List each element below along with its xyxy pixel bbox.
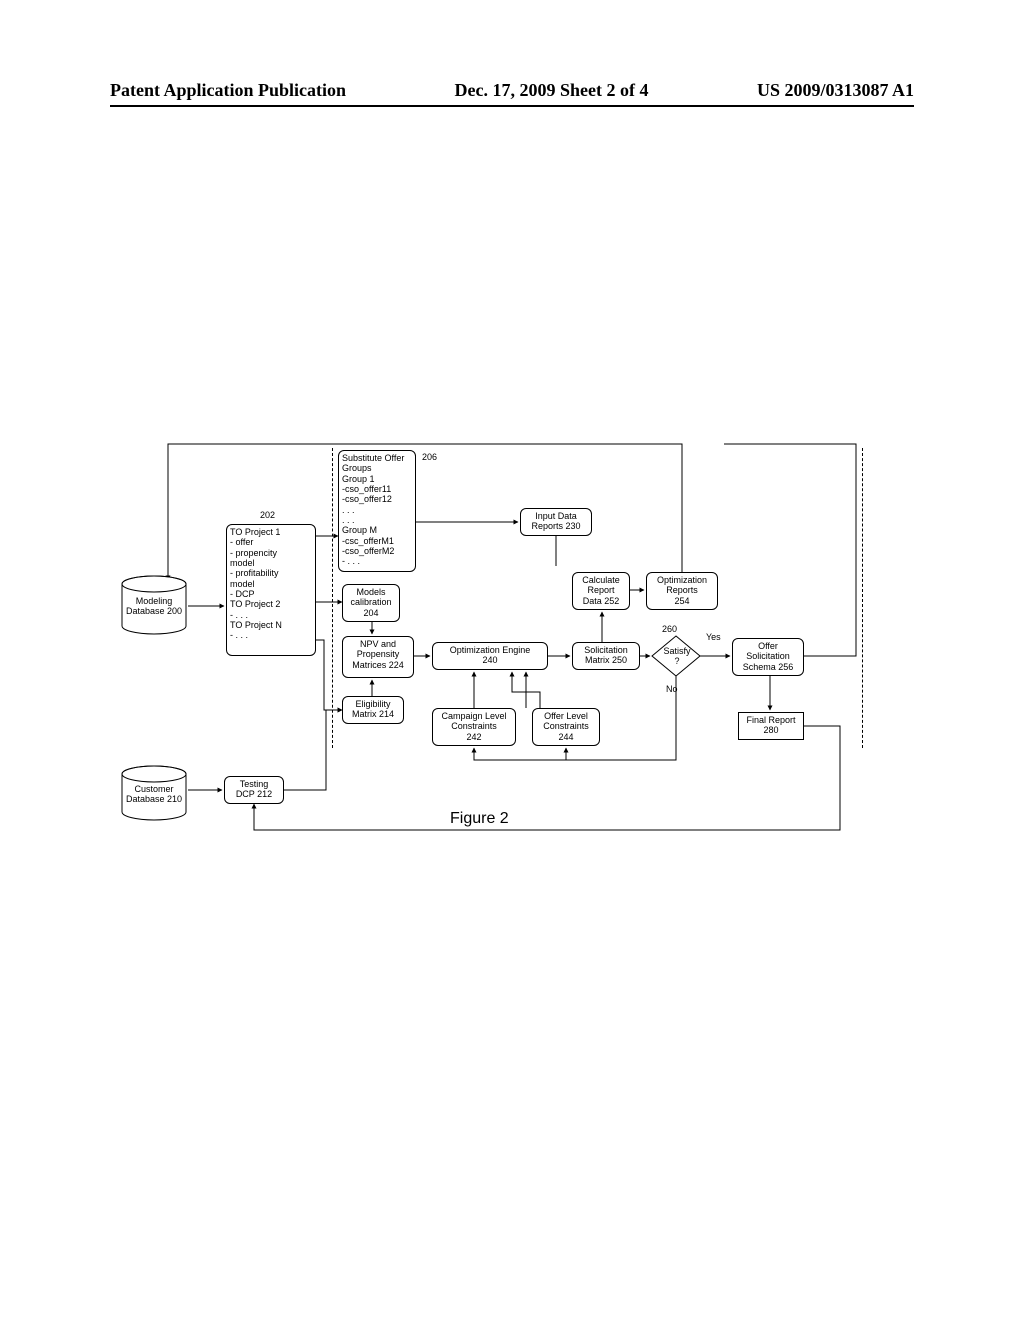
text: Offer (758, 641, 778, 651)
text: Report (587, 585, 614, 595)
text: Models (356, 587, 385, 597)
node-offer-solicitation-schema: Offer Solicitation Schema 256 (732, 638, 804, 676)
text: Optimization Engine (450, 645, 531, 655)
node-eligibility-matrix: Eligibility Matrix 214 (342, 696, 404, 724)
node-npv-propensity-matrices: NPV and Propensity Matrices 224 (342, 636, 414, 678)
node-calculate-report-data: Calculate Report Data 252 (572, 572, 630, 610)
text: Campaign Level (441, 711, 506, 721)
text: Group M (342, 525, 377, 535)
text: - propencity (230, 548, 277, 558)
ref-260: 260 (662, 624, 677, 634)
text: Solicitation (584, 645, 628, 655)
text: Reports (666, 585, 698, 595)
text: -cso_offer11 (342, 484, 391, 494)
text: Groups (342, 463, 372, 473)
text: Database 210 (126, 794, 182, 804)
text: Matrix 250 (585, 655, 627, 665)
text: TO Project 1 (230, 527, 280, 537)
node-campaign-constraints: Campaign Level Constraints 242 (432, 708, 516, 746)
page-header: Patent Application Publication Dec. 17, … (110, 80, 914, 107)
node-optimization-engine: Optimization Engine 240 (432, 642, 548, 670)
text: 240 (482, 655, 497, 665)
text: TO Project 2 (230, 599, 280, 609)
node-substitute-offer-groups: Substitute Offer Groups Group 1 -cso_off… (338, 450, 416, 572)
text: model (230, 579, 255, 589)
node-final-report: Final Report 280 (738, 712, 804, 740)
ref-202: 202 (260, 510, 275, 520)
text: -cso_offer12 (342, 494, 392, 504)
text: Eligibility (355, 699, 390, 709)
text: TO Project N (230, 620, 282, 630)
text: . . . (342, 505, 355, 515)
text: Database 200 (126, 606, 182, 616)
edge-label-no: No (666, 684, 678, 694)
text: Testing (240, 779, 269, 789)
patent-page: Patent Application Publication Dec. 17, … (0, 0, 1024, 1320)
text: - . . . (230, 610, 248, 620)
text: 242 (466, 732, 481, 742)
node-offer-constraints: Offer Level Constraints 244 (532, 708, 600, 746)
header-center: Dec. 17, 2009 Sheet 2 of 4 (455, 80, 649, 101)
node-testing-dcp: Testing DCP 212 (224, 776, 284, 804)
node-models-calibration: Models calibration 204 (342, 584, 400, 622)
section-divider-left (332, 448, 333, 748)
text: calibration (350, 597, 391, 607)
text: - profitability (230, 568, 279, 578)
header-left: Patent Application Publication (110, 80, 346, 101)
text: -cso_offerM2 (342, 546, 394, 556)
text: 254 (674, 596, 689, 606)
text: 244 (558, 732, 573, 742)
text: Constraints (451, 721, 497, 731)
text: Constraints (543, 721, 589, 731)
text: Propensity (357, 649, 400, 659)
text: . . . (342, 515, 355, 525)
text: 280 (763, 725, 778, 735)
section-divider-right (862, 448, 863, 748)
node-input-data-reports: Input Data Reports 230 (520, 508, 592, 536)
node-optimization-reports: Optimization Reports 254 (646, 572, 718, 610)
text: Schema 256 (743, 662, 794, 672)
text: NPV and (360, 639, 396, 649)
text: - . . . (342, 556, 360, 566)
node-to-projects: TO Project 1 - offer - propencity model … (226, 524, 316, 656)
text: Customer (134, 784, 173, 794)
edge-label-yes: Yes (706, 632, 721, 642)
text: Data 252 (583, 596, 620, 606)
text: -csc_offerM1 (342, 536, 394, 546)
figure-caption: Figure 2 (450, 810, 509, 828)
text: Final Report (746, 715, 795, 725)
text: Matrix 214 (352, 709, 394, 719)
text: ? (674, 656, 679, 666)
ref-206: 206 (422, 452, 437, 462)
node-solicitation-matrix: Solicitation Matrix 250 (572, 642, 640, 670)
text: - DCP (230, 589, 255, 599)
text: Input Data (535, 511, 577, 521)
figure-2-diagram: Modeling Database 200 Customer Database … (120, 440, 880, 860)
text: Offer Level (544, 711, 588, 721)
text: Satisfy (663, 646, 690, 656)
text: Group 1 (342, 474, 375, 484)
header-right: US 2009/0313087 A1 (757, 80, 914, 101)
text: Matrices 224 (352, 660, 404, 670)
text: - offer (230, 537, 253, 547)
text: Solicitation (746, 651, 790, 661)
node-modeling-database: Modeling Database 200 (124, 596, 184, 616)
text: Modeling (136, 596, 173, 606)
node-satisfy-decision: Satisfy ? (660, 646, 694, 666)
node-customer-database: Customer Database 210 (124, 784, 184, 804)
text: Substitute Offer (342, 453, 404, 463)
text: 204 (363, 608, 378, 618)
text: model (230, 558, 255, 568)
text: Calculate (582, 575, 620, 585)
text: DCP 212 (236, 789, 272, 799)
text: Optimization (657, 575, 707, 585)
text: Reports 230 (531, 521, 580, 531)
text: - . . . (230, 630, 248, 640)
